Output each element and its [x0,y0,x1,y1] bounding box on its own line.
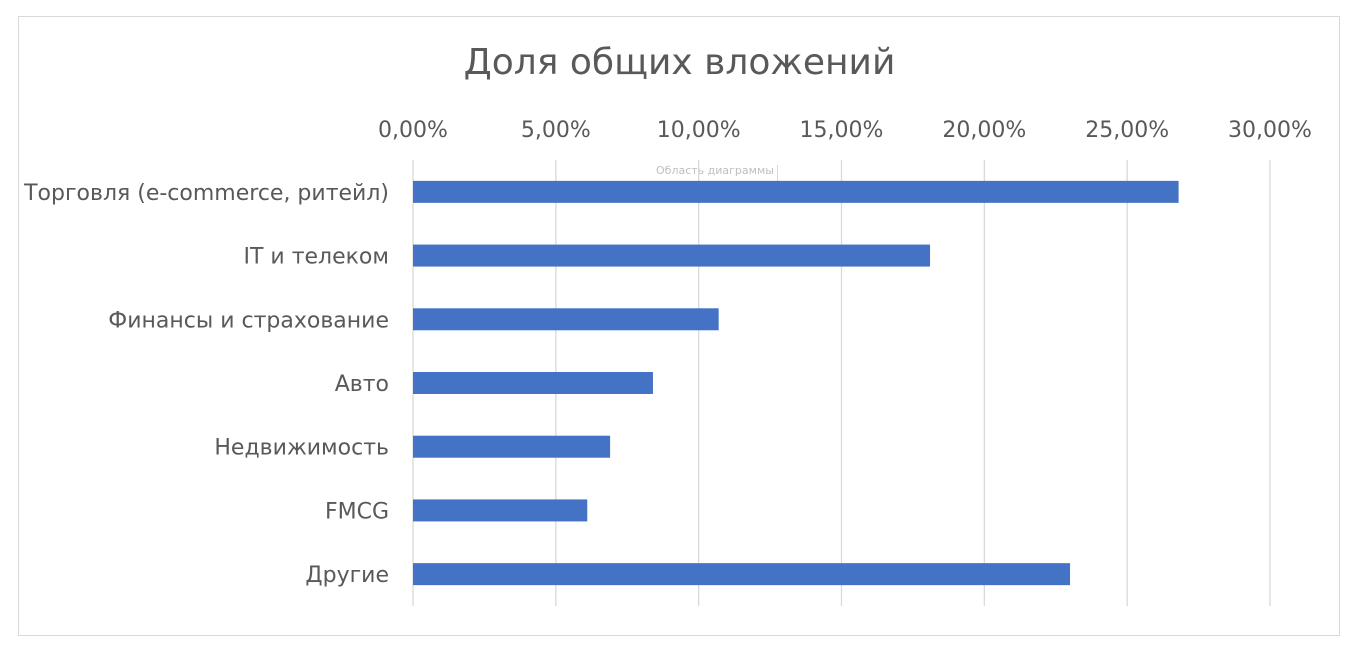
bars [413,180,1179,586]
bar [413,563,1071,586]
plot-area-hint-marker [777,165,778,181]
x-tick-label: 10,00% [657,118,741,143]
category-label: FMCG [325,499,389,524]
category-label: Недвижимость [214,436,389,461]
x-tick-label: 25,00% [1085,118,1169,143]
category-label: Финансы и страхование [108,308,389,333]
bar [413,372,653,394]
bar [413,244,931,267]
x-tick-label: 15,00% [800,118,884,143]
bar [413,499,588,522]
category-label: Авто [335,372,389,397]
bar [413,435,611,458]
x-tick-label: 30,00% [1228,118,1312,143]
x-tick-labels: 0,00% 5,00% 10,00% 15,00% 20,00% 25,00% 30,00% [378,118,1312,143]
chart-title: Доля общих вложений [463,42,896,83]
bar [413,180,1179,203]
category-labels: Торговля (e-commerce, ритейл) IT и телеко… [23,181,389,588]
bar [413,308,719,331]
x-tick-label: 20,00% [942,118,1026,143]
category-label: IT и телеком [243,245,389,270]
category-label: Другие [305,563,389,588]
x-tick-label: 0,00% [378,118,448,143]
category-label: Торговля (e-commerce, ритейл) [23,181,389,206]
plot-area-hint: Область диаграммы [656,164,774,177]
x-tick-label: 5,00% [521,118,591,143]
